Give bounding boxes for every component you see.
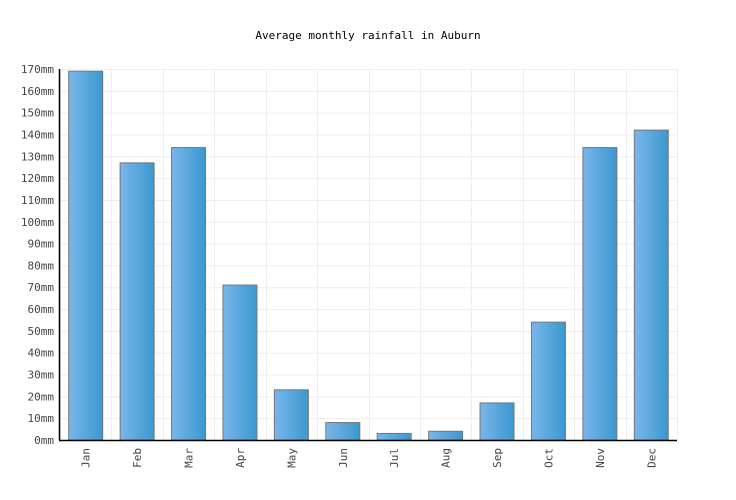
y-tick-label: 30mm: [28, 369, 55, 382]
x-tick-label: Apr: [234, 448, 247, 468]
y-tick-label: 0mm: [34, 434, 54, 447]
y-tick-label: 90mm: [28, 238, 55, 251]
x-tick-label: Oct: [542, 448, 555, 468]
bar-dec: [633, 129, 669, 441]
y-tick-label: 80mm: [28, 259, 55, 272]
x-tick-label: Sep: [491, 448, 504, 468]
bar-mar: [171, 147, 207, 441]
x-tick-label: Jul: [388, 448, 401, 468]
bar-aug: [428, 430, 464, 441]
bar-may: [273, 389, 309, 441]
y-tick-label: 100mm: [21, 216, 54, 229]
bar-jan: [68, 70, 104, 441]
bars: [68, 70, 669, 441]
x-tick-label: Aug: [440, 448, 453, 468]
y-tick-label: 120mm: [21, 172, 54, 185]
y-tick-label: 50mm: [28, 325, 55, 338]
y-tick-label: 20mm: [28, 390, 55, 403]
y-tick-label: 110mm: [21, 194, 54, 207]
bar-jul: [376, 432, 412, 441]
y-tick-label: 140mm: [21, 128, 54, 141]
x-tick-label: May: [285, 448, 298, 468]
chart-title: Average monthly rainfall in Auburn: [255, 29, 480, 42]
x-tick-label: Mar: [183, 448, 196, 468]
y-tick-label: 40mm: [28, 347, 55, 360]
y-tick-label: 10mm: [28, 412, 55, 425]
bar-jun: [325, 422, 361, 441]
x-tick-label: Dec: [645, 448, 658, 468]
x-tick-label: Jun: [337, 448, 350, 468]
bar-apr: [222, 284, 258, 441]
y-tick-label: 150mm: [21, 107, 54, 120]
y-tick-label: 60mm: [28, 303, 55, 316]
y-tick-label: 70mm: [28, 281, 55, 294]
y-tick-label: 160mm: [21, 85, 54, 98]
bar-oct: [530, 321, 566, 441]
x-tick-label: Feb: [131, 448, 144, 468]
grid-lines: [60, 69, 678, 441]
bar-feb: [119, 162, 155, 441]
y-tick-label: 170mm: [21, 63, 54, 76]
bar-nov: [582, 147, 618, 441]
x-axis: Jan Feb Mar Apr May Jun Jul Aug Sep Oct Nov Dec: [59, 439, 677, 468]
x-tick-label: Jan: [80, 448, 93, 468]
y-tick-label: 130mm: [21, 150, 54, 163]
x-tick-label: Nov: [594, 448, 607, 468]
bar-sep: [479, 402, 515, 441]
y-axis: 0mm 10mm 20mm 30mm 40mm 50mm 60mm 70mm 80mm 90mm 1…: [21, 63, 61, 447]
